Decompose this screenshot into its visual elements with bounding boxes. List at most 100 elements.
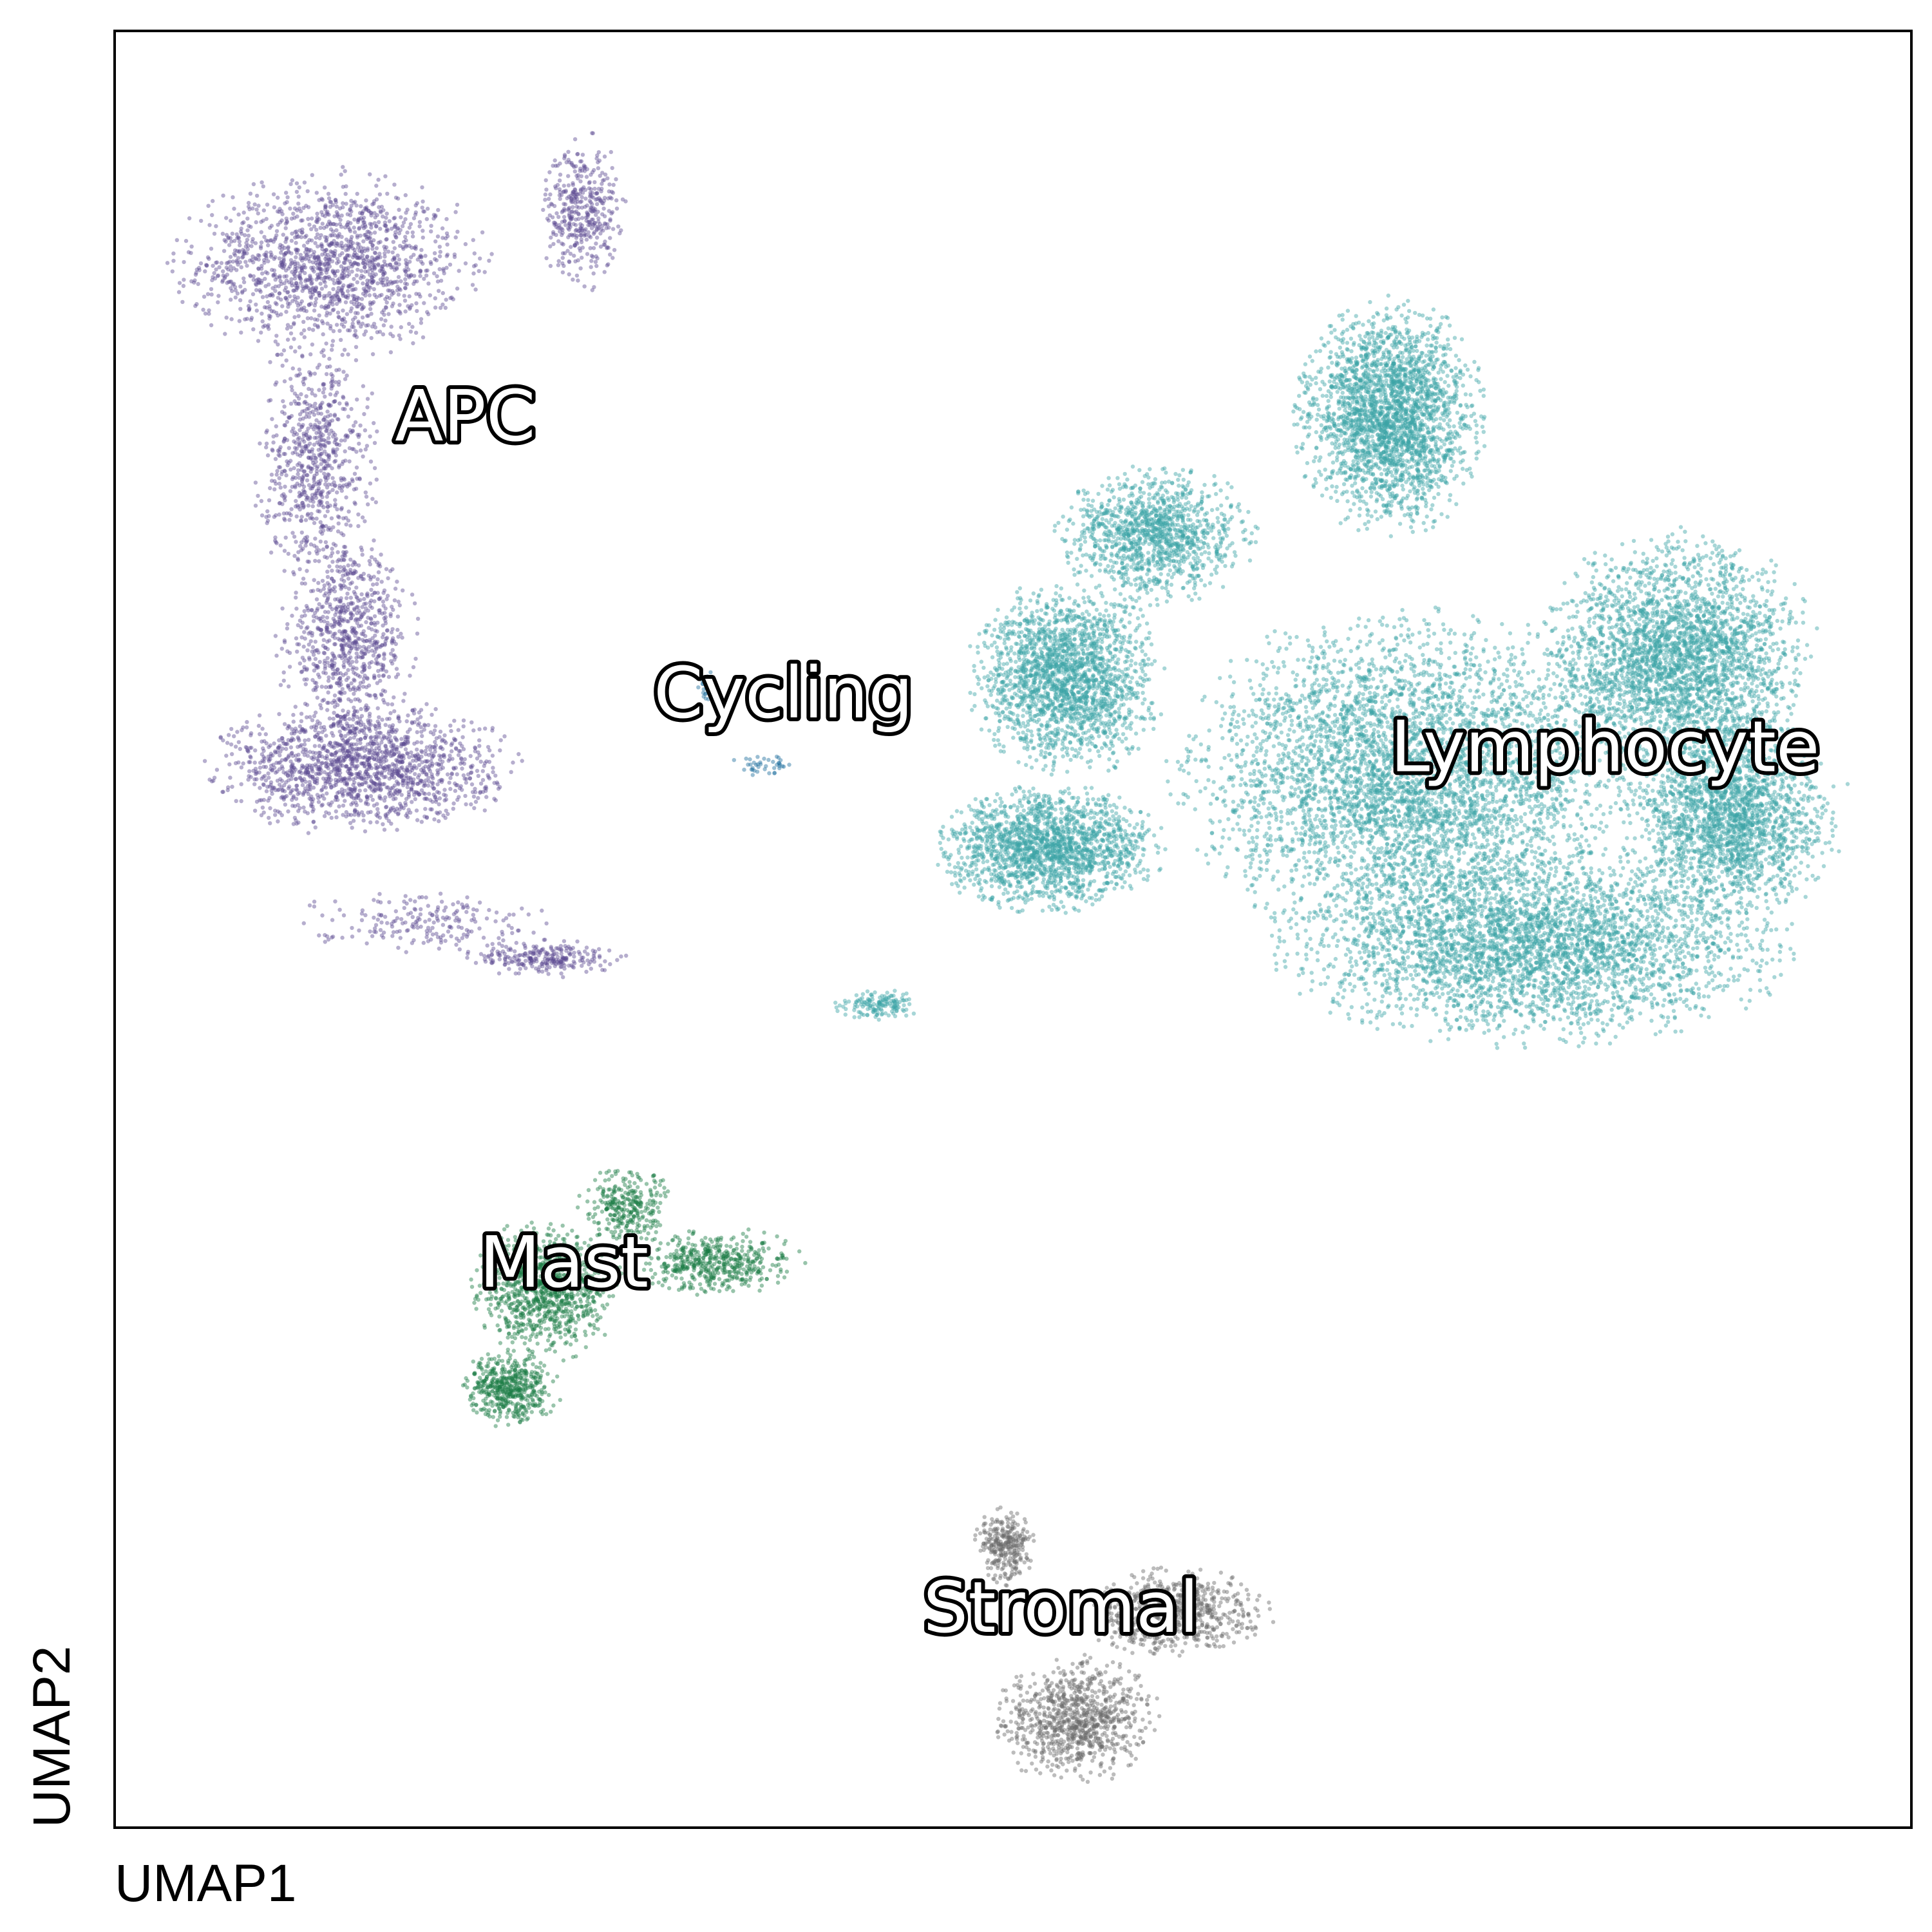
data-point bbox=[444, 298, 448, 301]
data-point bbox=[477, 744, 481, 748]
data-point bbox=[360, 714, 364, 718]
data-point bbox=[368, 712, 372, 715]
data-point bbox=[319, 706, 323, 710]
data-point bbox=[294, 636, 298, 640]
data-point bbox=[263, 277, 267, 281]
data-point bbox=[499, 738, 503, 742]
data-point bbox=[362, 676, 366, 680]
data-point bbox=[420, 734, 424, 738]
data-point bbox=[440, 226, 444, 230]
data-point bbox=[300, 636, 304, 639]
data-point bbox=[298, 544, 302, 548]
data-point bbox=[420, 750, 424, 754]
data-point bbox=[322, 354, 326, 357]
data-point bbox=[401, 760, 404, 764]
data-point bbox=[357, 811, 361, 815]
data-point bbox=[368, 820, 372, 824]
data-point bbox=[363, 270, 367, 274]
data-point bbox=[295, 515, 299, 518]
data-point bbox=[395, 828, 399, 831]
data-point bbox=[574, 209, 578, 213]
data-point bbox=[330, 658, 334, 661]
data-point bbox=[343, 434, 347, 438]
data-point bbox=[307, 286, 310, 290]
data-point bbox=[270, 309, 274, 313]
data-point bbox=[314, 220, 318, 223]
data-point bbox=[573, 187, 576, 191]
data-point bbox=[325, 616, 329, 620]
data-point bbox=[305, 668, 308, 672]
data-point bbox=[350, 660, 354, 664]
data-point bbox=[283, 498, 287, 502]
data-point bbox=[339, 578, 343, 582]
data-point bbox=[342, 751, 346, 755]
data-point bbox=[390, 775, 393, 779]
data-point bbox=[469, 721, 473, 724]
data-point bbox=[329, 429, 333, 433]
data-point bbox=[340, 251, 344, 255]
data-point bbox=[328, 222, 332, 225]
data-point bbox=[377, 722, 381, 726]
data-point bbox=[402, 692, 406, 696]
data-point bbox=[319, 530, 323, 534]
data-point bbox=[300, 354, 304, 358]
data-point bbox=[251, 240, 254, 243]
data-point bbox=[258, 288, 261, 292]
data-point bbox=[240, 265, 243, 269]
data-point bbox=[324, 685, 328, 689]
data-point bbox=[389, 612, 393, 616]
data-point bbox=[560, 193, 564, 197]
data-point bbox=[437, 791, 441, 795]
data-point bbox=[319, 272, 323, 276]
data-point bbox=[427, 767, 431, 771]
data-point bbox=[299, 719, 303, 723]
data-point bbox=[376, 178, 380, 182]
data-point bbox=[365, 261, 369, 265]
data-point bbox=[411, 341, 415, 345]
data-point bbox=[387, 771, 391, 775]
data-point bbox=[374, 629, 377, 632]
data-point bbox=[592, 285, 596, 289]
data-point bbox=[433, 305, 437, 309]
data-point bbox=[603, 155, 607, 158]
data-point bbox=[291, 713, 295, 717]
data-point bbox=[323, 667, 327, 670]
data-point bbox=[285, 195, 289, 199]
data-point bbox=[368, 578, 372, 582]
data-point bbox=[296, 463, 299, 467]
data-point bbox=[592, 232, 596, 236]
data-point bbox=[314, 431, 318, 435]
data-point bbox=[383, 254, 386, 258]
data-point bbox=[328, 249, 332, 253]
data-point bbox=[269, 398, 272, 402]
data-point bbox=[601, 207, 605, 211]
data-point bbox=[382, 674, 386, 677]
data-point bbox=[349, 813, 353, 817]
data-point bbox=[444, 741, 448, 744]
data-point bbox=[312, 476, 316, 480]
data-point bbox=[305, 478, 309, 482]
data-point bbox=[437, 802, 440, 806]
data-point bbox=[233, 253, 237, 257]
data-point bbox=[334, 810, 338, 813]
data-point bbox=[544, 178, 548, 182]
data-point bbox=[274, 334, 278, 337]
data-point bbox=[375, 246, 379, 250]
data-point bbox=[370, 275, 374, 279]
data-point bbox=[337, 522, 341, 526]
data-point bbox=[235, 260, 239, 264]
data-point bbox=[361, 655, 365, 659]
data-point bbox=[263, 305, 267, 309]
data-point bbox=[411, 231, 415, 234]
data-point bbox=[305, 767, 309, 771]
data-point bbox=[390, 605, 393, 609]
data-point bbox=[486, 943, 489, 947]
data-point bbox=[580, 216, 584, 220]
data-point bbox=[279, 486, 283, 489]
data-point bbox=[352, 735, 356, 739]
data-point bbox=[333, 613, 337, 617]
data-point bbox=[469, 754, 473, 758]
data-point bbox=[354, 311, 357, 315]
data-point bbox=[304, 748, 308, 752]
data-point bbox=[362, 275, 366, 279]
